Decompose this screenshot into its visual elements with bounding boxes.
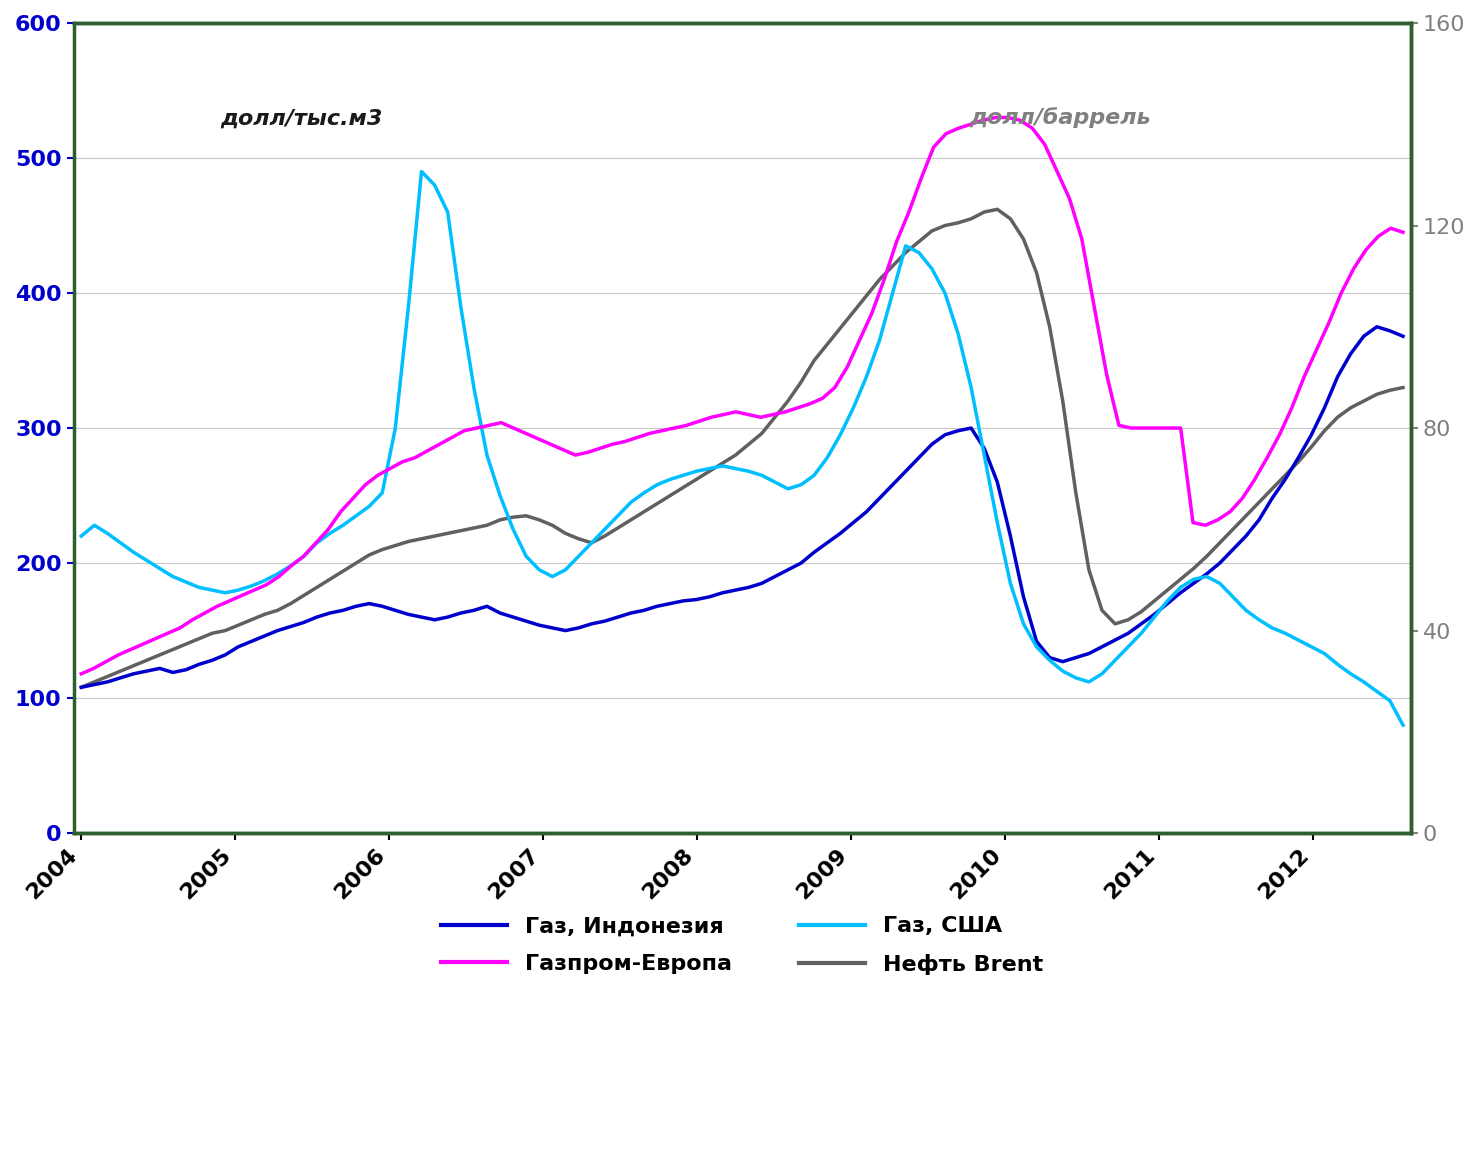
Text: долл/тыс.м3: долл/тыс.м3: [221, 109, 383, 129]
Legend: Газ, Индонезия, Газпром-Европа, Газ, США, Нефть Brent: Газ, Индонезия, Газпром-Европа, Газ, США…: [432, 907, 1052, 984]
Text: долл/баррель: долл/баррель: [969, 108, 1151, 129]
